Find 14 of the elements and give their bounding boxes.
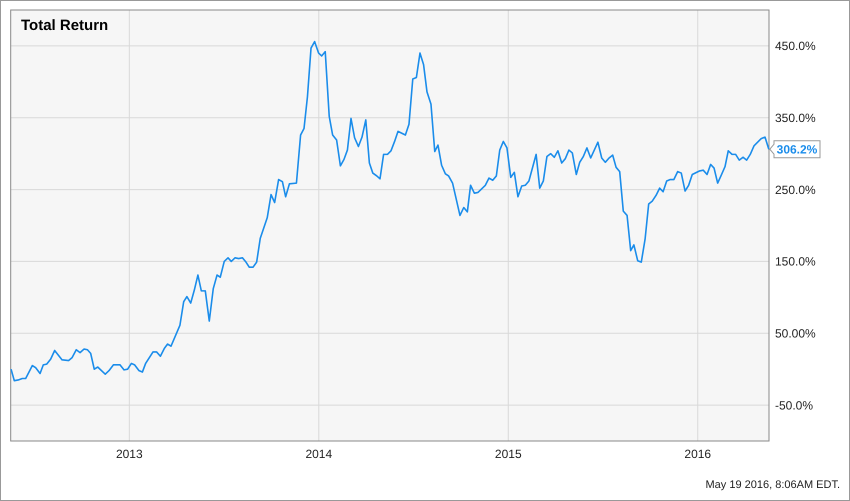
y-tick-label: 350.0% (775, 110, 816, 125)
y-tick-label: 50.00% (775, 326, 816, 340)
x-tick-label: 2015 (494, 447, 522, 461)
annotation: 306.2% (776, 142, 818, 156)
y-tick-label: 450.0% (775, 39, 816, 54)
x-tick-label: 2016 (684, 447, 712, 461)
line-series (10, 40, 770, 382)
y-tick-label: 150.0% (775, 254, 816, 269)
x-tick-label: 2014 (305, 447, 332, 461)
text: May 19 2016, 8:06AM EDT. (705, 479, 840, 491)
x-tick-label: 2013 (116, 447, 143, 461)
y-tick-label: 250.0% (775, 182, 816, 197)
text: Total Return (21, 17, 108, 34)
y-tick-label: -50.0% (775, 398, 814, 412)
